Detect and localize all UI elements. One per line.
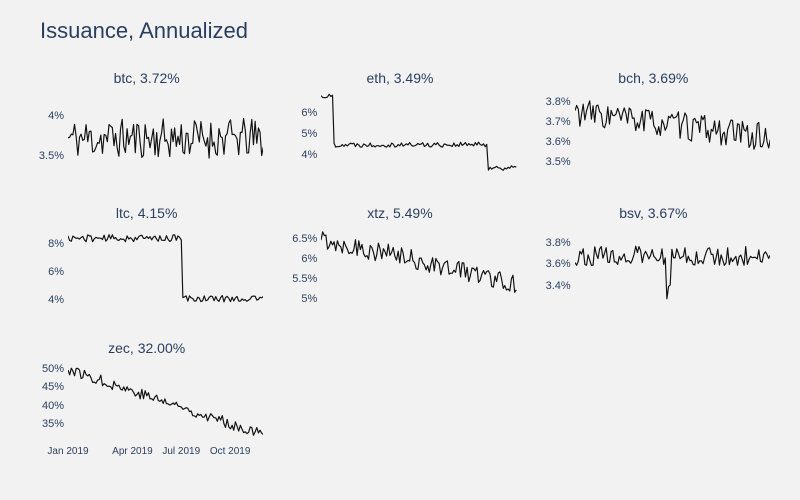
ytick-label: 6.5% — [292, 233, 317, 245]
sparkline-bch — [575, 92, 770, 172]
xtick-label: Apr 2019 — [112, 446, 153, 457]
panel-title-btc: btc, 3.72% — [30, 70, 263, 86]
ytick-label: 3.8% — [546, 237, 571, 249]
panel-eth: eth, 3.49% 4% 5% 6% — [283, 70, 516, 185]
plot-zec: 35%40%45%50%Jan 2019Apr 2019Jul 2019Oct … — [30, 362, 263, 442]
panel-bch: bch, 3.69% 3.5% 3.6% 3.7% 3.8% — [537, 70, 770, 185]
yaxis-eth: 4% 5% 6% — [283, 92, 321, 172]
ytick-label: 8% — [48, 238, 64, 250]
yaxis-bsv: 3.4% 3.6% 3.8% — [537, 227, 575, 307]
ytick-label: 6% — [48, 266, 64, 278]
ytick-label: 6% — [301, 253, 317, 265]
panel-title-bch: bch, 3.69% — [537, 70, 770, 86]
ytick-label: 5% — [301, 128, 317, 140]
ytick-label: 4% — [48, 294, 64, 306]
sparkline-bsv — [575, 227, 770, 307]
ytick-label: 3.6% — [546, 136, 571, 148]
ytick-label: 4% — [48, 110, 64, 122]
panel-bsv: bsv, 3.67% 3.4% 3.6% 3.8% — [537, 205, 770, 320]
page-title: Issuance, Annualized — [40, 18, 248, 44]
panel-title-eth: eth, 3.49% — [283, 70, 516, 86]
ytick-label: 35% — [42, 418, 64, 430]
xtick-label: Jan 2019 — [47, 446, 88, 457]
xtick-label: Oct 2019 — [210, 446, 251, 457]
ytick-label: 5% — [301, 293, 317, 305]
yaxis-zec: 35% 40% 45% 50% — [30, 362, 68, 442]
panel-grid: btc, 3.72% 3.5% 4% eth, 3.49% 4% 5% 6% bch, 3.6… — [30, 70, 770, 455]
panel-xtz: xtz, 5.49% 5% 5.5% 6% 6.5% — [283, 205, 516, 320]
plot-bsv: 3.4% 3.6% 3.8% — [537, 227, 770, 307]
plot-xtz: 5% 5.5% 6% 6.5% — [283, 227, 516, 307]
ytick-label: 3.8% — [546, 96, 571, 108]
ytick-label: 6% — [301, 107, 317, 119]
panel-title-xtz: xtz, 5.49% — [283, 205, 516, 221]
ytick-label: 3.5% — [39, 150, 64, 162]
panel-ltc: ltc, 4.15% 4% 6% 8% — [30, 205, 263, 320]
panel-title-bsv: bsv, 3.67% — [537, 205, 770, 221]
yaxis-xtz: 5% 5.5% 6% 6.5% — [283, 227, 321, 307]
sparkline-zec — [68, 362, 263, 442]
yaxis-btc: 3.5% 4% — [30, 92, 68, 172]
yaxis-ltc: 4% 6% 8% — [30, 227, 68, 307]
ytick-label: 3.6% — [546, 258, 571, 270]
plot-eth: 4% 5% 6% — [283, 92, 516, 172]
ytick-label: 40% — [42, 400, 64, 412]
panel-zec: zec, 32.00% 35% 40% 45% 50% Jan 2019 Apr 2019 J… — [30, 340, 263, 455]
xaxis-zec: Jan 2019Apr 2019Jul 2019Oct 2019 — [68, 446, 263, 460]
plot-btc: 3.5% 4% — [30, 92, 263, 172]
xtick-label: Jul 2019 — [162, 446, 200, 457]
sparkline-btc — [68, 92, 263, 172]
ytick-label: 3.5% — [546, 156, 571, 168]
ytick-label: 3.7% — [546, 116, 571, 128]
plot-ltc: 4% 6% 8% — [30, 227, 263, 307]
ytick-label: 4% — [301, 149, 317, 161]
ytick-label: 3.4% — [546, 280, 571, 292]
panel-title-ltc: ltc, 4.15% — [30, 205, 263, 221]
ytick-label: 45% — [42, 381, 64, 393]
yaxis-bch: 3.5% 3.6% 3.7% 3.8% — [537, 92, 575, 172]
panel-title-zec: zec, 32.00% — [30, 340, 263, 356]
ytick-label: 50% — [42, 363, 64, 375]
panel-btc: btc, 3.72% 3.5% 4% — [30, 70, 263, 185]
sparkline-xtz — [321, 227, 516, 307]
sparkline-ltc — [68, 227, 263, 307]
plot-bch: 3.5% 3.6% 3.7% 3.8% — [537, 92, 770, 172]
sparkline-eth — [321, 92, 516, 172]
ytick-label: 5.5% — [292, 273, 317, 285]
